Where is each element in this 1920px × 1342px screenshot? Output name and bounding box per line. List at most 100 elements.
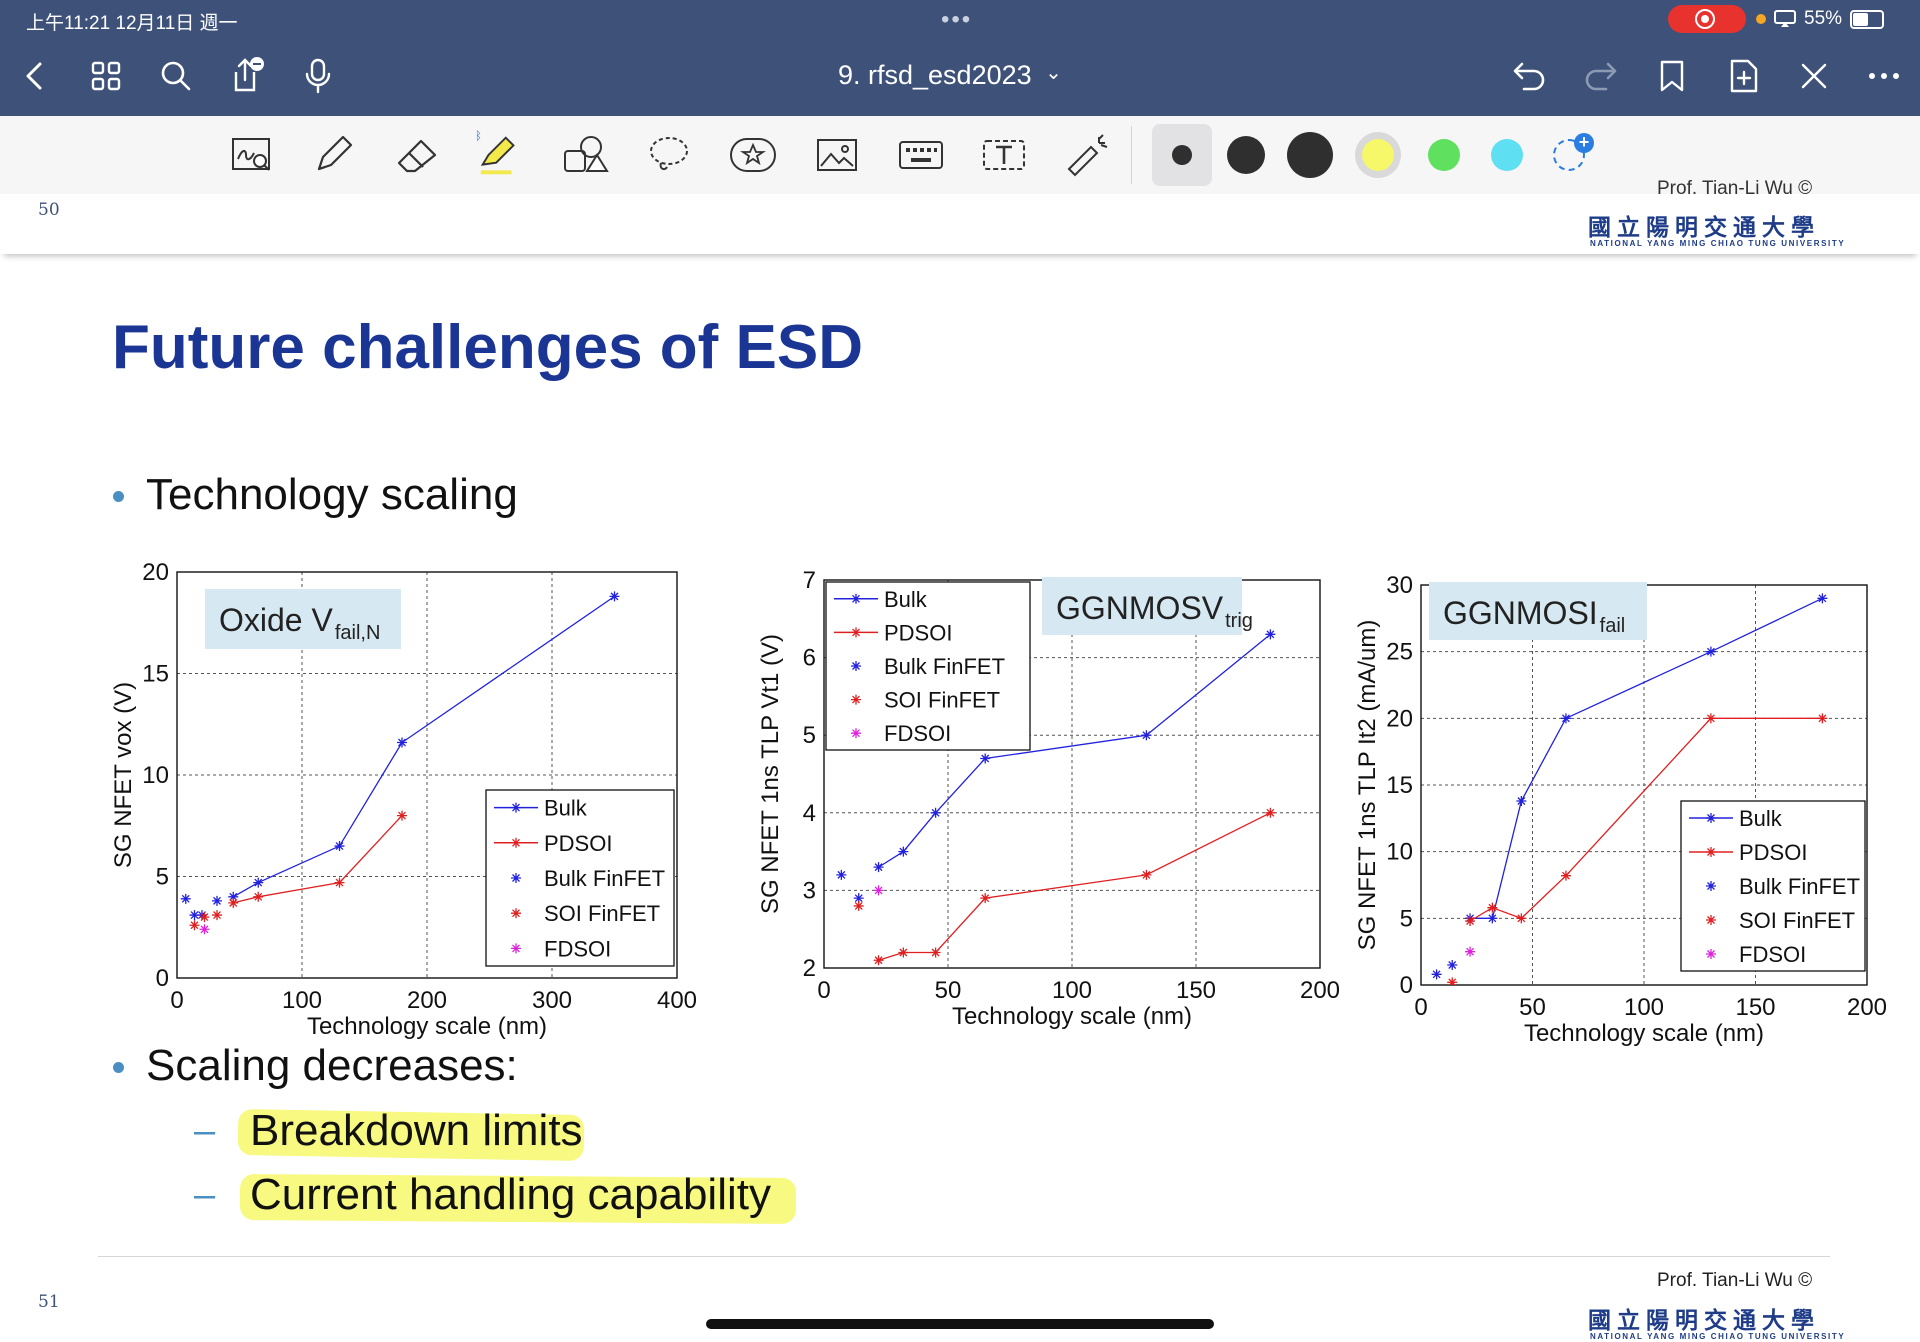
legend-label-pdsoi: PDSOI <box>884 620 952 645</box>
legend-label-bulk-finfet: Bulk FinFET <box>544 866 665 891</box>
document-title-button[interactable]: 9. rfsd_esd2023 ⌄ <box>838 60 1062 91</box>
y-tick-label: 10 <box>142 762 169 789</box>
x-tick-label: 200 <box>1847 994 1887 1021</box>
previous-page-number: 50 <box>38 200 60 220</box>
share-button[interactable] <box>226 56 266 96</box>
series-line-bulk <box>878 633 1271 868</box>
microphone-button[interactable] <box>298 56 338 96</box>
grid-view-button[interactable] <box>86 56 126 96</box>
tool-lasso[interactable] <box>644 130 694 180</box>
data-point-pdsoi <box>980 893 991 904</box>
redo-button[interactable] <box>1580 56 1620 96</box>
add-color-button[interactable] <box>1553 139 1585 171</box>
battery-percent: 55% <box>1804 8 1843 29</box>
chart-ggnmos-ifail: 0 50 100 150 200 0 5 10 15 20 25 30 Technology scale… <box>1355 572 1887 1047</box>
slide-author: Prof. Tian-Li Wu © <box>1657 1270 1813 1291</box>
legend-marker-bulk <box>1706 813 1716 823</box>
color-green[interactable] <box>1428 139 1460 171</box>
legend-label-soi-finfet: SOI FinFET <box>544 901 660 926</box>
tool-highlighter[interactable]: ᛒ <box>475 130 525 180</box>
chevron-left-icon <box>26 62 42 90</box>
data-point-pdsoi <box>1465 916 1476 926</box>
metric-label: GGNMOSI <box>1443 595 1598 631</box>
page-number: 51 <box>38 1292 60 1312</box>
color-cyan[interactable] <box>1491 139 1523 171</box>
data-point-bulk <box>609 591 620 602</box>
x-tick-label: 100 <box>1052 977 1092 1004</box>
y-tick-label: 20 <box>1386 705 1413 732</box>
screen-recording-indicator[interactable] <box>1668 5 1746 33</box>
app-header: 上午11:21 12月11日 週一 ••• 55% 9. rfsd_esd202… <box>0 0 1920 116</box>
legend-marker-fdsoi <box>851 728 861 739</box>
undo-button[interactable] <box>1510 56 1550 96</box>
data-point-pdsoi <box>930 947 941 958</box>
tool-text-box[interactable] <box>979 130 1029 180</box>
more-button[interactable] <box>1864 56 1904 96</box>
screen-mirror-icon <box>1774 10 1796 27</box>
y-tick-label: 7 <box>803 567 816 594</box>
series-line-pdsoi <box>233 815 403 904</box>
data-point-bulk <box>930 807 941 818</box>
sub-bullet-dash: – <box>194 1110 216 1152</box>
tool-laser-pointer[interactable] <box>1062 130 1112 180</box>
data-point-bulk-finfet <box>212 895 222 906</box>
bookmark-button[interactable] <box>1652 56 1692 96</box>
svg-text:ᛒ: ᛒ <box>475 130 482 143</box>
search-button[interactable] <box>156 56 196 96</box>
home-indicator[interactable] <box>706 1319 1214 1329</box>
keyboard-icon <box>899 141 943 169</box>
bullet-marker <box>113 1062 124 1073</box>
back-button[interactable] <box>14 56 54 96</box>
data-point-fdsoi <box>199 924 210 935</box>
footer-divider <box>98 1256 1830 1257</box>
add-page-button[interactable] <box>1724 56 1764 96</box>
data-point-pdsoi <box>1141 869 1152 880</box>
tool-shapes[interactable] <box>560 130 610 180</box>
chart-ggnmos-vtrig: 0 50 100 150 200 2 3 4 5 6 7 Technology scale (nm) S… <box>760 567 1340 1030</box>
pen-size-medium[interactable] <box>1227 136 1265 174</box>
color-yellow[interactable] <box>1362 139 1394 171</box>
x-tick-label: 0 <box>817 977 830 1004</box>
tool-keyboard[interactable] <box>896 130 946 180</box>
y-tick-label: 2 <box>803 955 816 982</box>
data-point-pdsoi <box>1705 713 1716 724</box>
x-axis-label: Technology scale (nm) <box>952 1003 1192 1030</box>
legend-label-soi-finfet: SOI FinFET <box>1739 908 1855 933</box>
plus-icon: + <box>1574 133 1594 153</box>
metric-label-box <box>205 589 401 649</box>
y-tick-label: 4 <box>803 800 816 827</box>
add-page-icon <box>1730 59 1758 93</box>
sub-bullet-dash: – <box>194 1174 216 1216</box>
x-tick-label: 0 <box>170 987 183 1014</box>
pen-close-icon <box>1801 63 1827 89</box>
pen-size-small[interactable] <box>1172 145 1192 165</box>
tool-eraser[interactable] <box>392 130 442 180</box>
data-point-pdsoi <box>1516 913 1527 924</box>
series-group <box>1431 593 1828 985</box>
legend-label-fdsoi: FDSOI <box>884 721 951 746</box>
university-logo-english: NATIONAL YANG MING CHIAO TUNG UNIVERSITY <box>1590 1332 1846 1341</box>
tool-zoom-window[interactable] <box>227 130 277 180</box>
pen-size-large[interactable] <box>1287 132 1333 178</box>
y-axis-label: SG NFET vox (V) <box>110 682 137 868</box>
shapes-icon <box>564 136 609 172</box>
tool-image[interactable] <box>812 130 862 180</box>
tool-pen[interactable] <box>308 130 358 180</box>
data-point-pdsoi <box>253 891 264 902</box>
legend-marker-bulk-finfet <box>851 661 861 671</box>
data-point-bulk <box>397 737 407 748</box>
data-point-soi-finfet <box>189 920 200 931</box>
x-tick-label: 400 <box>657 987 697 1014</box>
tool-sticker[interactable] <box>728 130 778 180</box>
legend-marker-bulk-finfet <box>1706 881 1716 891</box>
multitask-dots[interactable]: ••• <box>941 6 973 33</box>
legend-marker-pdsoi <box>1706 847 1716 857</box>
data-point-bulk-finfet <box>836 869 847 880</box>
y-tick-label: 15 <box>142 661 169 688</box>
y-tick-label: 6 <box>803 645 816 672</box>
legend-label-bulk-finfet: Bulk FinFET <box>884 654 1005 679</box>
close-editing-button[interactable] <box>1794 56 1834 96</box>
text-box-icon <box>983 140 1025 170</box>
y-tick-label: 5 <box>803 722 816 749</box>
legend-marker-bulk-finfet <box>511 873 521 883</box>
